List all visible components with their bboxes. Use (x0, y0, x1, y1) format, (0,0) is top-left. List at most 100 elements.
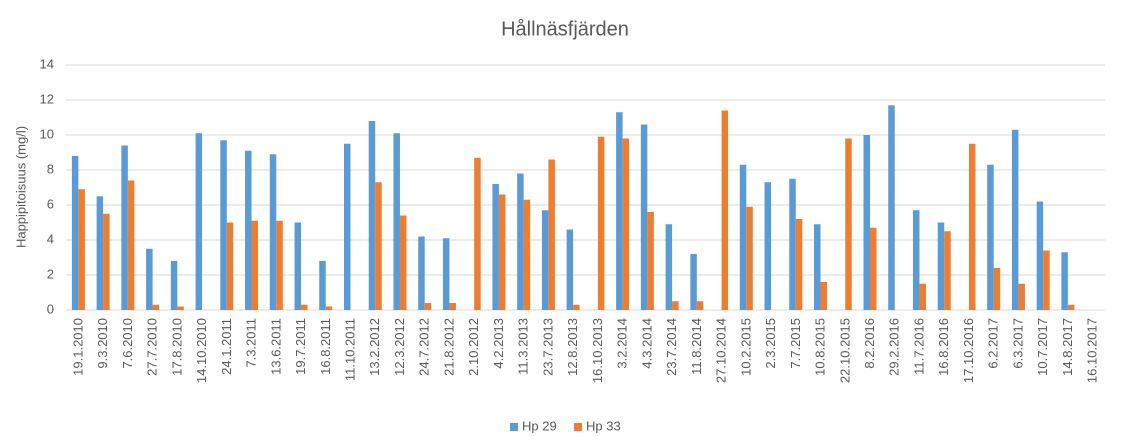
legend-label: Hp 29 (522, 418, 557, 433)
x-tick-label: 4.3.2014 (639, 318, 654, 369)
bar (665, 224, 673, 310)
y-tick-label: 14 (40, 56, 54, 71)
bar (96, 196, 104, 310)
bar (276, 220, 283, 310)
bar (294, 222, 302, 310)
x-tick-label: 22.10.2015 (837, 318, 852, 383)
bar (1043, 250, 1050, 310)
x-tick-label: 23.7.2014 (664, 318, 679, 376)
x-tick-label: 16.8.2011 (318, 318, 333, 375)
bar (1067, 304, 1075, 310)
bar (672, 301, 679, 310)
bar (622, 138, 630, 310)
bar (523, 199, 531, 310)
x-tick-label: 10.7.2017 (1035, 318, 1050, 376)
legend-swatch (574, 423, 582, 431)
x-tick-label: 27.10.2014 (714, 318, 729, 383)
bar (795, 219, 803, 310)
x-tick-label: 11.7.2016 (911, 318, 926, 375)
x-tick-label: 7.7.2015 (788, 318, 803, 369)
x-tick-label: 4.2.2013 (491, 318, 506, 369)
y-tick-label: 12 (40, 91, 54, 106)
bar (987, 164, 994, 310)
bar (449, 303, 456, 310)
x-tick-label: 19.1.2010 (70, 318, 85, 376)
chart-title: Hållnäsfjärden (501, 18, 629, 40)
bar (399, 215, 407, 310)
x-tick-label: 16.10.2017 (1085, 318, 1100, 383)
x-tick-label: 21.8.2012 (441, 318, 456, 376)
bar (541, 210, 549, 310)
bar (820, 282, 828, 310)
bar (220, 140, 227, 310)
x-tick-label: 23.7.2013 (540, 318, 555, 376)
bar (71, 156, 79, 310)
x-tick-label: 10.2.2015 (738, 318, 753, 376)
x-tick-label: 10.8.2015 (813, 318, 828, 376)
bar (121, 145, 128, 310)
bar (368, 121, 376, 310)
bar (251, 220, 259, 310)
bar (573, 304, 580, 310)
bar (319, 261, 326, 310)
bar (869, 227, 877, 310)
x-tick-label: 12.8.2013 (565, 318, 580, 376)
bar (474, 157, 481, 310)
bar (418, 236, 425, 310)
bar (103, 213, 110, 310)
bar (640, 124, 648, 310)
x-tick-label: 2.10.2012 (466, 318, 481, 376)
y-tick-label: 4 (47, 231, 54, 246)
bar (888, 105, 895, 310)
bar (78, 189, 85, 310)
y-tick-label: 2 (47, 266, 54, 281)
bar (814, 224, 821, 310)
y-tick-label: 0 (47, 301, 54, 316)
x-tick-label: 27.7.2010 (145, 318, 160, 376)
x-tick-label: 24.7.2012 (417, 318, 432, 376)
bar (739, 164, 747, 310)
bar (746, 206, 753, 310)
x-tick-label: 17.10.2016 (961, 318, 976, 383)
y-tick-label: 10 (40, 126, 54, 141)
y-tick-label: 6 (47, 196, 54, 211)
bar (764, 182, 772, 310)
x-tick-label: 16.10.2013 (590, 318, 605, 383)
bar (1011, 129, 1019, 310)
y-axis-label: Happipitoisuus (mg/l) (13, 126, 28, 248)
bar (492, 184, 499, 310)
x-tick-label: 13.6.2011 (268, 318, 283, 375)
bar (616, 112, 623, 310)
bar (269, 154, 277, 310)
x-tick-label: 9.3.2010 (95, 318, 110, 369)
x-tick-label: 11.3.2013 (516, 318, 531, 375)
bar (177, 306, 184, 310)
x-tick-label: 6.3.2017 (1010, 318, 1025, 369)
x-tick-label: 3.2.2014 (615, 318, 630, 369)
x-tick-label: 24.1.2011 (219, 318, 234, 375)
bar (548, 159, 555, 310)
bar (937, 222, 945, 310)
bar (566, 229, 574, 310)
x-tick-label: 14.10.2010 (194, 318, 209, 383)
x-tick-label: 17.8.2010 (169, 318, 184, 376)
legend-swatch (510, 423, 518, 431)
bar (442, 238, 450, 310)
x-tick-label: 11.8.2014 (689, 318, 704, 375)
bar (517, 173, 524, 310)
x-tick-label: 19.7.2011 (293, 318, 308, 375)
x-tick-label: 8.2.2016 (862, 318, 877, 369)
bar (498, 194, 506, 310)
bar (325, 306, 333, 310)
bar (245, 150, 252, 310)
x-tick-label: 14.8.2017 (1060, 318, 1075, 376)
bar (226, 222, 234, 310)
bar (912, 210, 920, 310)
bar (696, 301, 704, 310)
bar (343, 143, 351, 310)
bar (127, 180, 135, 310)
x-tick-label: 11.10.2011 (342, 318, 357, 381)
bar (863, 135, 870, 310)
bar (993, 268, 1001, 310)
legend-label: Hp 33 (586, 418, 621, 433)
